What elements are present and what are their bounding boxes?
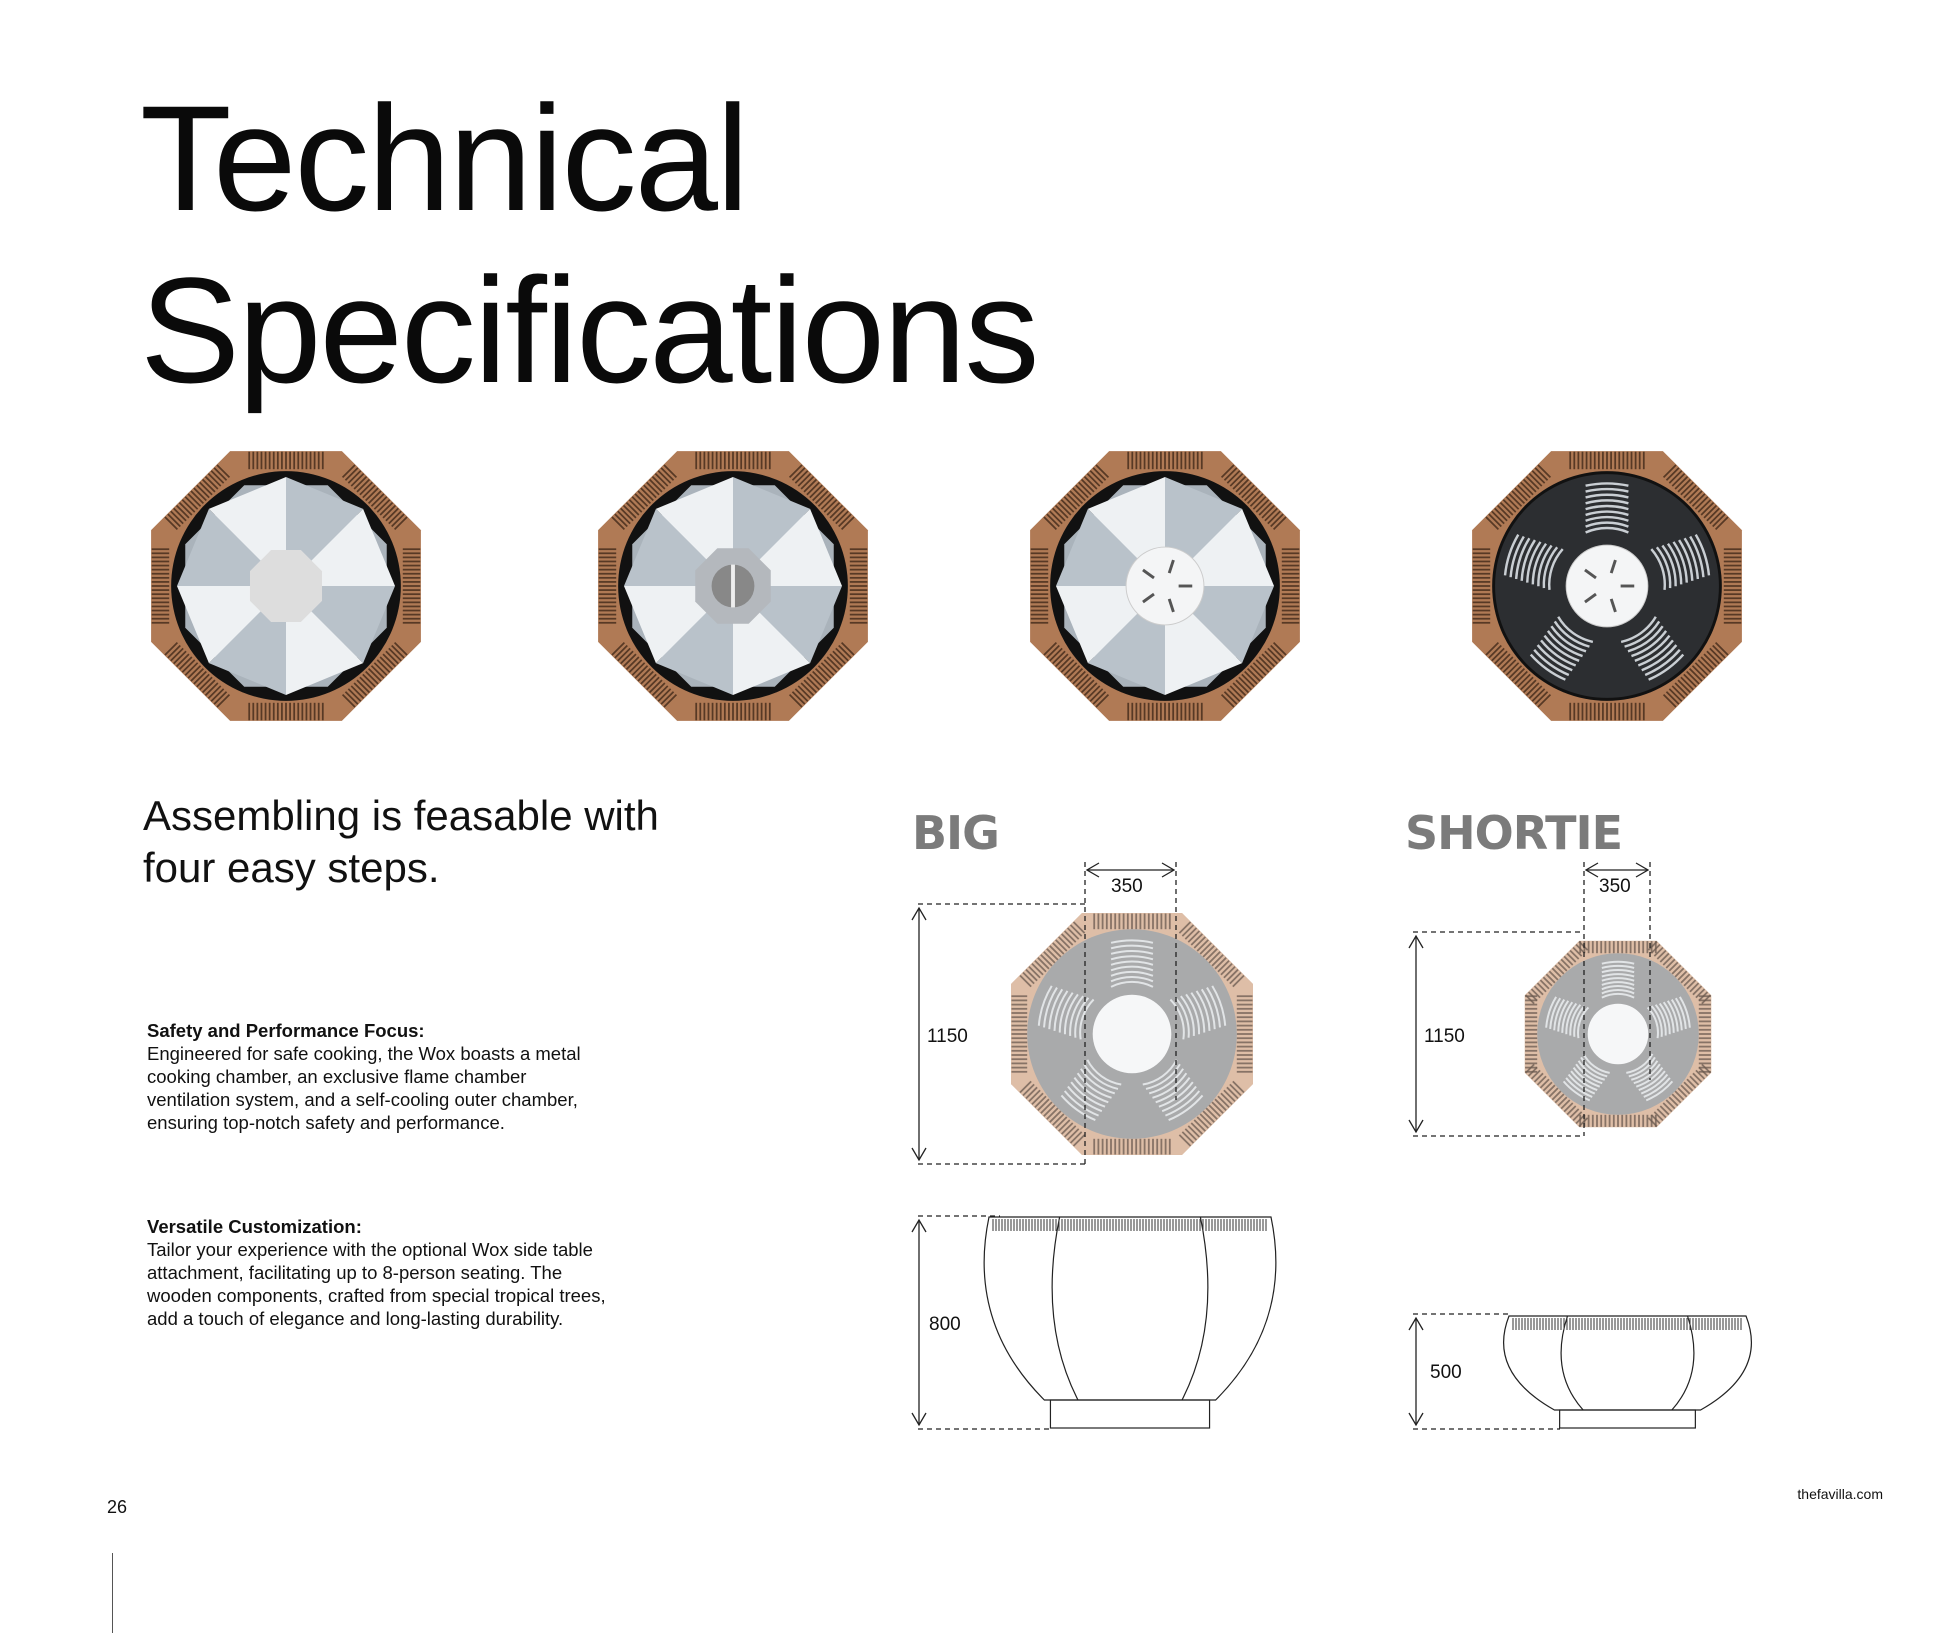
big-diameter-label: 1150 <box>927 1026 968 1047</box>
lead-line-2: four easy steps. <box>143 844 440 891</box>
fire-pit-step-1-icon <box>151 451 421 721</box>
shortie-width-label: 350 <box>1599 876 1631 897</box>
page-number: 26 <box>107 1497 128 1517</box>
shortie-top-view <box>1524 940 1712 1128</box>
model-label-shortie: SHORTIE <box>1405 806 1623 860</box>
website-link[interactable]: thefavilla.com <box>1797 1486 1883 1502</box>
lead-line-1: Assembling is feasable with <box>143 792 659 839</box>
safety-section: Safety and Performance Focus: Engineered… <box>147 1019 607 1134</box>
fire-pit-step-2-icon <box>598 451 868 721</box>
shortie-side-view <box>1502 1315 1753 1429</box>
big-width-label: 350 <box>1111 876 1143 897</box>
section-heading: Safety and Performance Focus: <box>147 1020 425 1041</box>
page-divider <box>112 1553 113 1633</box>
fire-pit-step-4-icon <box>1472 451 1742 721</box>
dimension-lines <box>911 862 1651 1430</box>
big-height-label: 800 <box>929 1314 961 1335</box>
shortie-diameter-label: 1150 <box>1424 1026 1465 1047</box>
page-title: Technical Specifications <box>140 72 1039 416</box>
customization-section: Versatile Customization: Tailor your exp… <box>147 1215 607 1330</box>
section-body: Tailor your experience with the optional… <box>147 1239 606 1329</box>
big-side-view <box>983 1216 1277 1429</box>
section-body: Engineered for safe cooking, the Wox boa… <box>147 1043 581 1133</box>
lead-text: Assembling is feasable with four easy st… <box>143 790 659 894</box>
big-top-view <box>1011 913 1253 1155</box>
model-label-big: BIG <box>912 806 1000 860</box>
title-line-1: Technical <box>140 74 749 242</box>
section-heading: Versatile Customization: <box>147 1216 362 1237</box>
title-line-2: Specifications <box>140 246 1039 414</box>
shortie-height-label: 500 <box>1430 1362 1462 1383</box>
fire-pit-step-3-icon <box>1030 451 1300 721</box>
